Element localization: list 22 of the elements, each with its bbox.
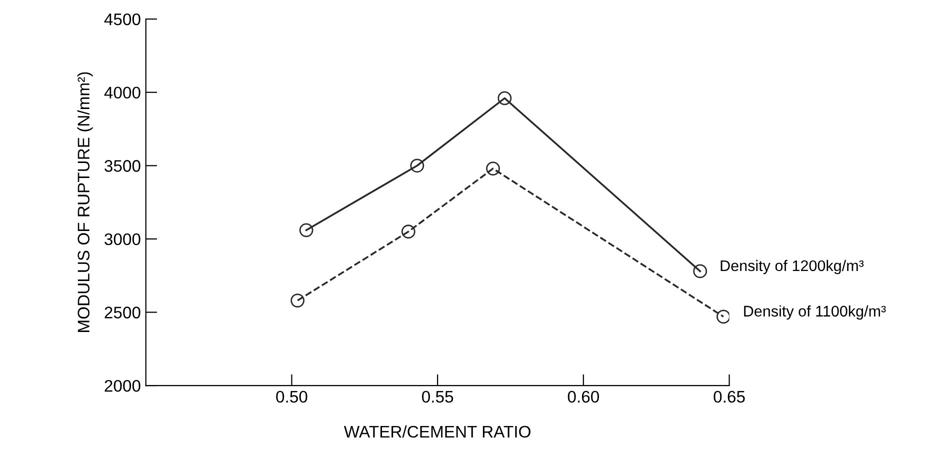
point [716,310,730,324]
x-tick-label: 0.50 [276,390,308,403]
y-tick-label: 2500 [104,306,140,318]
y-tick-label: 3500 [104,160,140,172]
point [486,162,500,176]
series-label: Density of 1100kg/m³ [744,305,886,320]
x-axis-title: WATER/CEMENT RATIO [344,425,530,438]
x-tick-label: 0.65 [714,390,745,403]
point [693,264,708,278]
x-tick-label: 0.55 [422,390,454,403]
point [401,224,416,239]
y-tick-label: 3000 [104,233,140,246]
point [410,158,424,173]
point [299,223,314,238]
series-label: Density of 1200kg/m³ [720,260,864,274]
x-tick-label: 0.60 [568,390,599,403]
point [498,91,512,106]
y-tick-label: 4500 [104,13,140,26]
y-tick-label: 2000 [104,380,140,392]
y-axis-title: MODULUS OF RUPTURE (N/mm²) [77,72,93,332]
y-tick-label: 4000 [104,86,140,99]
point [290,294,304,308]
